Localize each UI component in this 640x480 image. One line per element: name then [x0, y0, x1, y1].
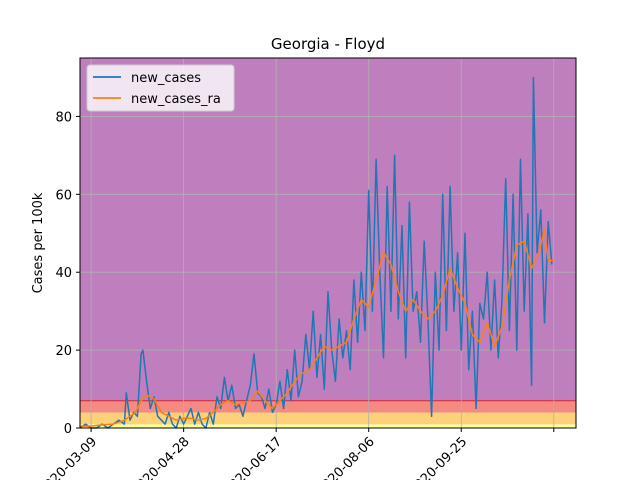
y-tick-label-2: 40	[55, 266, 72, 281]
threshold-band-0	[80, 424, 576, 428]
x-tick-label-1: 2020-04-28	[129, 434, 193, 480]
x-tick-label-2: 2020-06-17	[221, 434, 285, 480]
x-tick-label-0: 2020-03-09	[36, 434, 100, 480]
x-tick-label-3: 2020-08-06	[314, 434, 378, 480]
y-tick-label-1: 20	[55, 344, 72, 359]
y-tick-label-3: 60	[55, 188, 72, 203]
x-tick-label-4: 2020-09-25	[406, 434, 470, 480]
legend-label-new-cases-ra: new_cases_ra	[131, 92, 221, 107]
legend-label-new-cases: new_cases	[131, 71, 201, 86]
legend-box	[86, 64, 235, 112]
legend: new_cases new_cases_ra	[86, 64, 235, 112]
threshold-band-2	[80, 400, 576, 413]
y-tick-label-4: 80	[55, 110, 72, 125]
plot-background	[80, 58, 576, 428]
series-line-new-cases-ra	[80, 228, 554, 427]
series-layer	[79, 76, 554, 429]
chart-title: Georgia - Floyd	[271, 35, 385, 53]
plot-frame	[79, 57, 577, 429]
plot-area-fill	[80, 58, 576, 428]
y-tick-label-0: 0	[64, 422, 72, 437]
y-axis-label: Cases per 100k	[31, 192, 46, 293]
threshold-band-1	[80, 412, 576, 425]
series-line-new-cases	[79, 76, 553, 429]
grid	[80, 58, 576, 429]
